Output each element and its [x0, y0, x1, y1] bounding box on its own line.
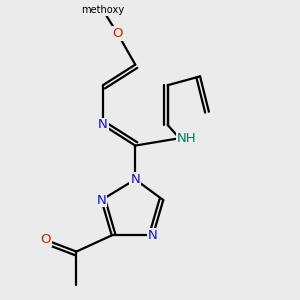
Text: O: O	[112, 27, 123, 40]
Text: NH: NH	[177, 132, 197, 145]
Text: N: N	[148, 229, 158, 242]
Text: O: O	[40, 233, 51, 246]
Text: N: N	[97, 194, 106, 207]
Text: N: N	[130, 173, 140, 186]
Text: N: N	[98, 118, 108, 131]
Text: methoxy: methoxy	[81, 5, 124, 15]
